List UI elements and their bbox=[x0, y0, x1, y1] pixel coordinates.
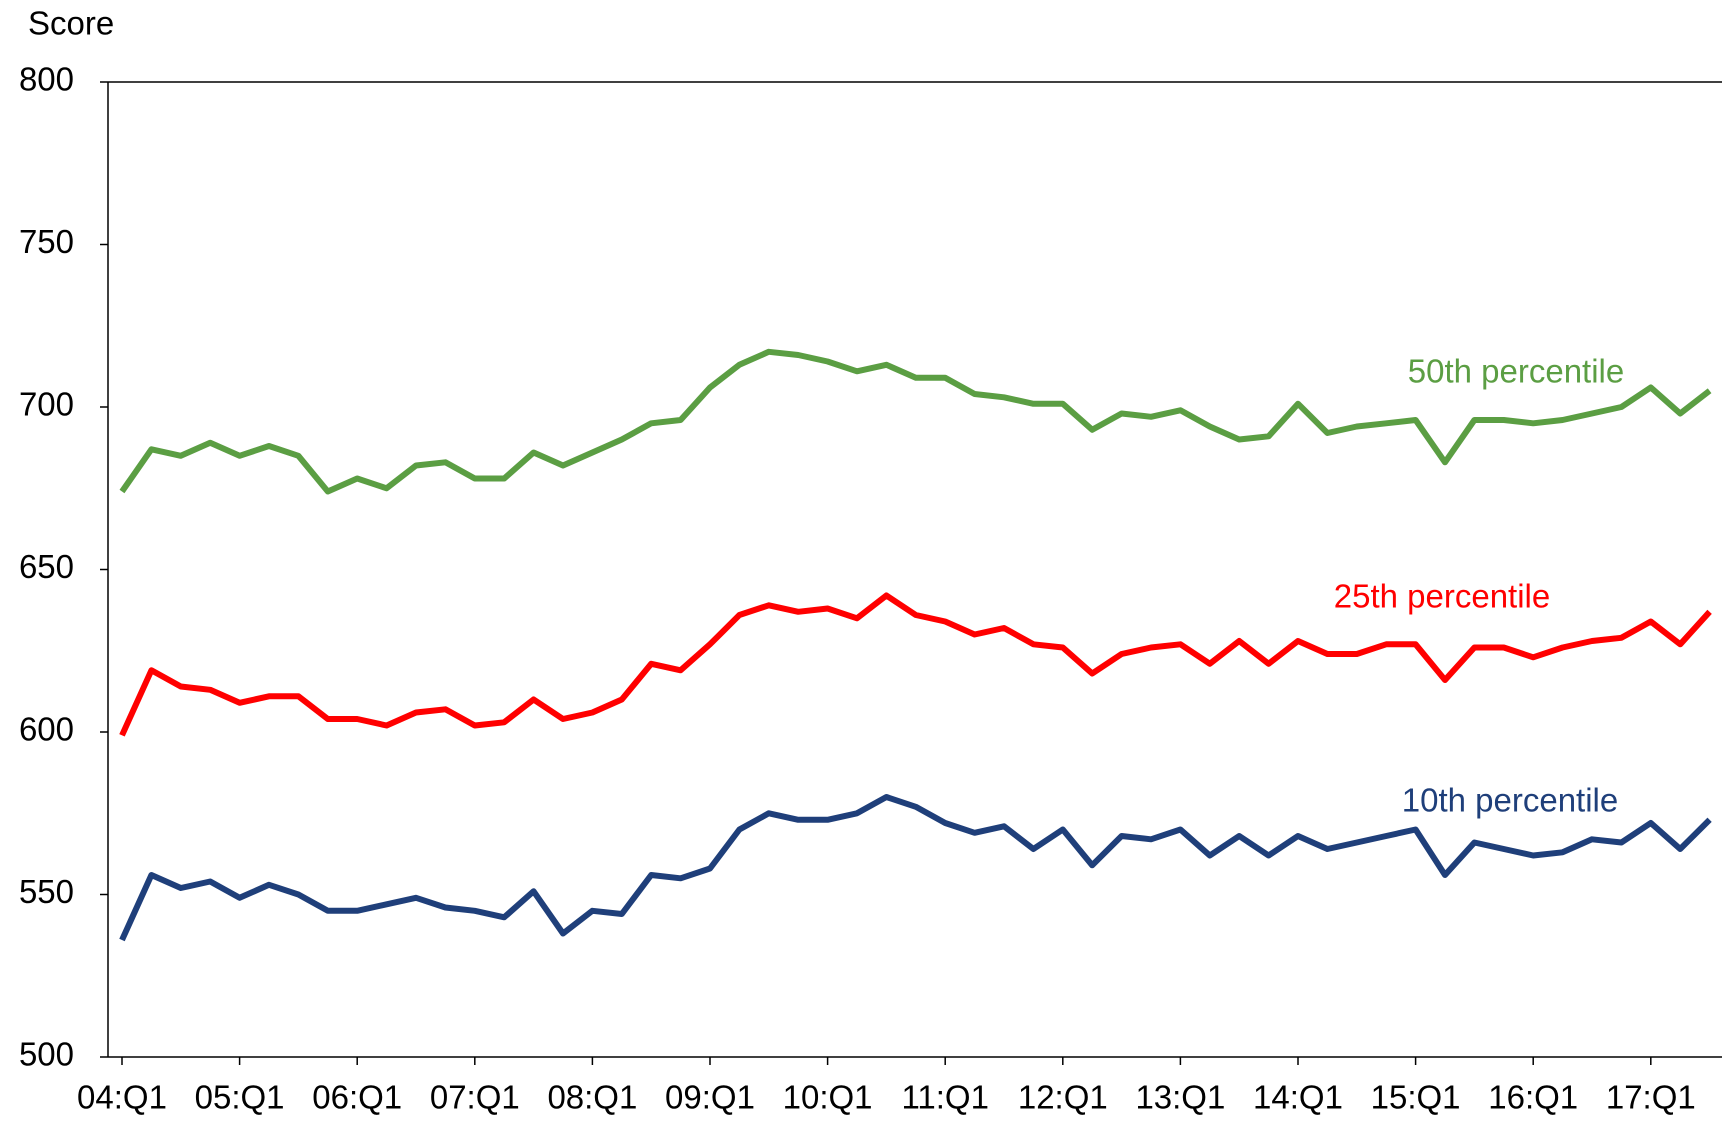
x-tick-label: 07:Q1 bbox=[430, 1079, 520, 1116]
x-tick-label: 13:Q1 bbox=[1135, 1079, 1225, 1116]
x-tick-label: 15:Q1 bbox=[1371, 1079, 1461, 1116]
x-tick-label: 16:Q1 bbox=[1488, 1079, 1578, 1116]
y-axis-title: Score bbox=[28, 5, 114, 42]
x-tick-label: 10:Q1 bbox=[783, 1079, 873, 1116]
y-tick-label: 600 bbox=[19, 711, 74, 748]
y-tick-label: 800 bbox=[19, 61, 74, 98]
x-tick-label: 08:Q1 bbox=[547, 1079, 637, 1116]
x-tick-label: 05:Q1 bbox=[195, 1079, 285, 1116]
series-label: 10th percentile bbox=[1402, 782, 1618, 819]
x-tick-label: 14:Q1 bbox=[1253, 1079, 1343, 1116]
series-label: 25th percentile bbox=[1334, 578, 1550, 615]
y-tick-label: 550 bbox=[19, 873, 74, 910]
y-tick-label: 650 bbox=[19, 548, 74, 585]
line-series bbox=[119, 592, 1712, 737]
x-tick-label: 17:Q1 bbox=[1606, 1079, 1696, 1116]
x-tick-label: 09:Q1 bbox=[665, 1079, 755, 1116]
line-series bbox=[119, 794, 1712, 942]
y-tick-label: 750 bbox=[19, 223, 74, 260]
y-tick-label: 500 bbox=[19, 1036, 74, 1073]
x-tick-label: 12:Q1 bbox=[1018, 1079, 1108, 1116]
line-series bbox=[119, 348, 1712, 495]
series-label: 50th percentile bbox=[1408, 353, 1624, 390]
x-tick-label: 06:Q1 bbox=[312, 1079, 402, 1116]
x-tick-label: 04:Q1 bbox=[77, 1079, 167, 1116]
y-tick-label: 700 bbox=[19, 386, 74, 423]
x-tick-label: 11:Q1 bbox=[901, 1079, 988, 1116]
